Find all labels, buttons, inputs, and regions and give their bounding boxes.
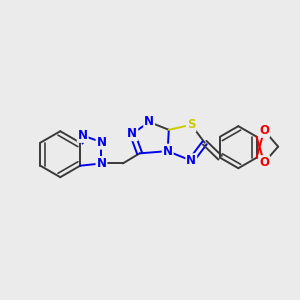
Text: N: N xyxy=(127,127,137,140)
Text: N: N xyxy=(97,136,106,148)
Text: O: O xyxy=(259,156,269,169)
Text: O: O xyxy=(259,124,269,137)
Text: S: S xyxy=(187,118,196,131)
Text: N: N xyxy=(186,154,196,167)
Text: N: N xyxy=(144,116,154,128)
Text: N: N xyxy=(97,157,106,170)
Text: N: N xyxy=(163,145,173,158)
Text: N: N xyxy=(78,129,88,142)
